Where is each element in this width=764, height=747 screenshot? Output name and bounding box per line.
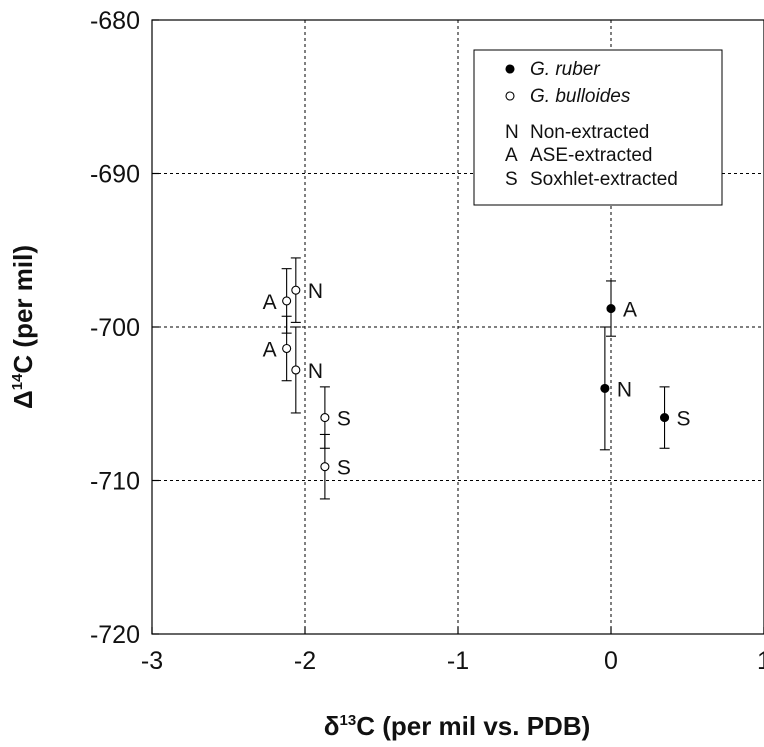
legend: G. ruber G. bulloides N Non-extracted A ASE-e… [473,49,723,206]
point-label: S [677,408,691,431]
x-axis: -3 -2 -1 0 1 [141,627,764,675]
x-tick-label: -1 [447,647,469,675]
marker-open [282,343,292,354]
data-point: N [290,257,323,323]
legend-code-label: Soxhlet-extracted [530,169,678,190]
data-point: S [319,433,351,500]
marker-open [282,296,292,306]
y-tick-label: -710 [90,468,140,496]
y-tick-label: -700 [90,314,140,342]
marker-open [320,462,330,472]
x-axis-title: δ13C (per mil vs. PDB) [324,711,591,741]
data-points: A N S A N A N S S [263,257,691,500]
data-point: S [659,386,691,449]
point-label: N [308,280,323,303]
marker-filled [600,383,610,393]
legend-series-label: G. bulloides [530,86,631,107]
point-label: A [623,299,637,322]
legend-marker-open [505,91,515,101]
y-tick-label: -680 [90,7,140,35]
legend-box [473,49,723,206]
data-point: A [606,280,637,337]
legend-code-label: Non-extracted [530,122,649,143]
marker-filled [606,304,616,314]
x-axis-title-sup: 13 [340,712,357,729]
point-label: S [337,408,351,431]
legend-marker-filled [505,64,515,74]
x-tick-label: -3 [141,647,163,675]
data-point: A [263,315,292,382]
legend-code-label: ASE-extracted [530,145,653,166]
x-axis-title-prefix: δ [324,711,340,741]
y-tick-label: -690 [90,161,140,189]
marker-open [320,413,330,423]
legend-code: A [505,145,518,166]
data-point: A [263,268,292,334]
y-axis-title: Δ14C (per mil) [8,245,38,409]
point-label: A [263,291,277,314]
point-label: N [617,378,632,401]
x-axis-title-rest: C (per mil vs. PDB) [356,711,590,741]
x-tick-label: -2 [294,647,316,675]
legend-series-label: G. ruber [530,59,600,80]
point-label: A [263,338,277,361]
marker-filled [659,413,670,423]
data-point: N [290,326,323,414]
point-label: N [308,360,323,383]
y-axis-title-sup: 14 [9,373,26,390]
point-label: S [337,457,351,480]
y-tick-label: -720 [90,621,140,649]
legend-code: S [505,169,518,190]
y-axis: -720 -710 -700 -690 -680 [90,7,159,649]
data-point: N [599,326,632,451]
legend-code: N [505,122,519,143]
marker-open [291,285,301,295]
y-axis-title-rest: C (per mil) [8,245,38,374]
marker-open [291,365,301,375]
x-tick-label: 0 [604,647,618,675]
y-axis-title-prefix: Δ [8,390,38,409]
x-tick-label: 1 [757,647,764,675]
